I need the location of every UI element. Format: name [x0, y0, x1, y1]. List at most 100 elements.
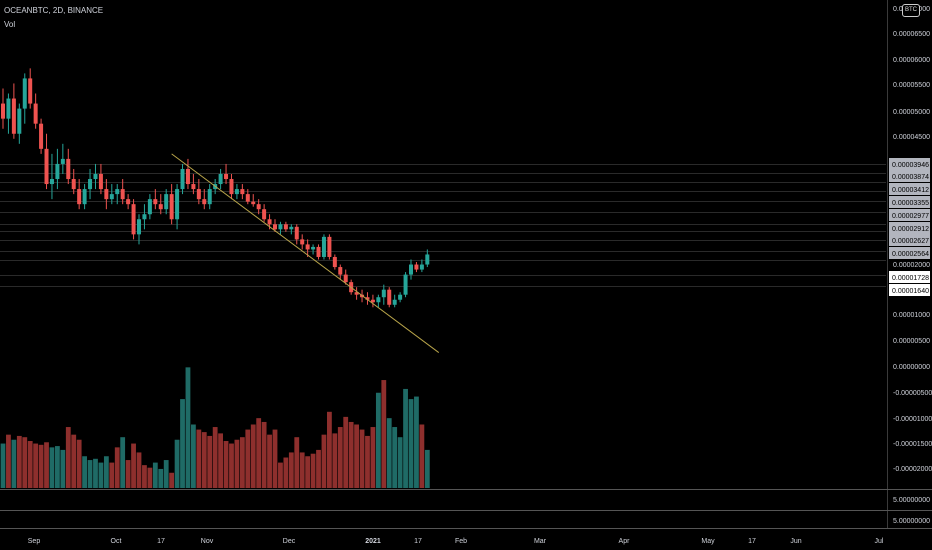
candle-body: [6, 98, 11, 119]
candle-body: [11, 98, 16, 134]
candle-body: [28, 78, 33, 104]
time-tick-label: Apr: [619, 538, 631, 545]
volume-bar: [250, 424, 256, 488]
volume-bar: [229, 443, 234, 488]
time-tick-label: 2021: [365, 538, 381, 545]
level-label-box: [889, 158, 930, 170]
candle-body: [403, 274, 408, 295]
candle-body: [180, 168, 185, 190]
level-label-box: [889, 284, 930, 296]
candle-body: [234, 189, 239, 195]
volume-bar: [299, 452, 305, 488]
volume-bar: [158, 468, 164, 488]
price-tick-label: 0.00000000: [893, 364, 930, 371]
volume-bar: [375, 392, 381, 488]
volume-bar: [365, 435, 370, 488]
level-label: 0.00001640: [892, 288, 929, 295]
volume-bar: [278, 462, 283, 488]
volume-bar: [6, 434, 11, 488]
candle-body: [39, 123, 44, 149]
volume-bar: [16, 435, 22, 488]
candle-body: [22, 78, 27, 109]
volume-bar: [87, 460, 93, 488]
pane-scale-label: 5.00000000: [893, 518, 930, 525]
candle-body: [398, 294, 403, 300]
candle-body: [414, 264, 419, 270]
level-label-box: [889, 234, 930, 246]
candle-body: [185, 168, 190, 185]
candle-body: [229, 179, 234, 195]
candle-body: [1, 103, 5, 119]
volume-bar: [267, 434, 272, 488]
time-tick-label: 17: [414, 538, 422, 545]
candle-body: [207, 189, 212, 205]
volume-label[interactable]: Vol: [4, 20, 16, 29]
candle-body: [126, 199, 131, 205]
candle-body: [120, 189, 125, 200]
volume-bar: [152, 462, 158, 488]
candle-body: [425, 254, 430, 265]
candle-body: [115, 189, 120, 195]
price-tick-label: -0.00001500: [893, 441, 932, 448]
time-tick-label: Mar: [534, 538, 547, 545]
candle-body: [164, 194, 169, 210]
candle-body: [158, 204, 163, 210]
volume-bar: [180, 399, 185, 488]
candle-body: [381, 289, 386, 298]
volume-bar: [348, 421, 354, 488]
symbol-label[interactable]: OCEANBTC, 2D, BINANCE: [4, 6, 104, 15]
volume-bar: [321, 434, 327, 488]
volume-bar: [38, 444, 44, 488]
candle-body: [82, 189, 87, 205]
price-tick-label: 0.00005000: [893, 109, 930, 116]
volume-bar: [288, 452, 294, 488]
volume-bar: [310, 453, 316, 488]
volume-bar: [424, 449, 430, 488]
volume-bar: [337, 427, 343, 488]
volume-bar: [71, 434, 77, 488]
level-label: 0.00002564: [892, 251, 929, 258]
level-label-box: [889, 271, 930, 283]
candle-body: [175, 189, 180, 220]
chart-header: OCEANBTC, 2D, BINANCE Vol: [4, 4, 103, 32]
volume-bar: [163, 460, 169, 488]
volume-bar: [239, 437, 245, 488]
time-tick-label: Dec: [283, 538, 296, 545]
volume-bar: [136, 452, 142, 488]
candle-body: [273, 224, 277, 230]
candle-body: [137, 219, 141, 235]
price-tick-label: -0.00000500: [893, 390, 932, 397]
volume-bar: [196, 429, 202, 488]
volume-bar: [120, 437, 126, 488]
volume-bar: [283, 457, 289, 488]
price-tick-label: -0.00001000: [893, 416, 932, 423]
volume-bar: [191, 424, 196, 488]
candle-body: [251, 201, 256, 205]
volume-bar: [332, 433, 338, 488]
volume-bar: [256, 418, 262, 488]
candle-body: [147, 199, 152, 215]
volume-bar: [294, 437, 300, 488]
level-label-box: [889, 222, 930, 234]
volume-bar: [11, 439, 17, 488]
volume-bar: [60, 449, 66, 488]
volume-bar: [125, 460, 131, 488]
candle-body: [387, 289, 392, 305]
time-tick-label: Feb: [455, 538, 467, 545]
volume-bar: [109, 462, 115, 488]
volume-bar: [234, 439, 240, 488]
candle-body: [245, 194, 250, 202]
volume-bar: [147, 467, 153, 488]
volume-bar: [223, 441, 229, 488]
volume-bar: [82, 456, 87, 488]
volume-bar: [305, 456, 311, 488]
currency-badge[interactable]: BTC: [902, 4, 920, 17]
volume-bar: [22, 437, 28, 488]
candle-body: [131, 204, 136, 235]
candle-body: [218, 173, 223, 185]
candle-body: [305, 244, 310, 250]
candle-body: [376, 297, 381, 303]
volume-bar: [343, 416, 349, 488]
volume-bar: [174, 439, 180, 488]
